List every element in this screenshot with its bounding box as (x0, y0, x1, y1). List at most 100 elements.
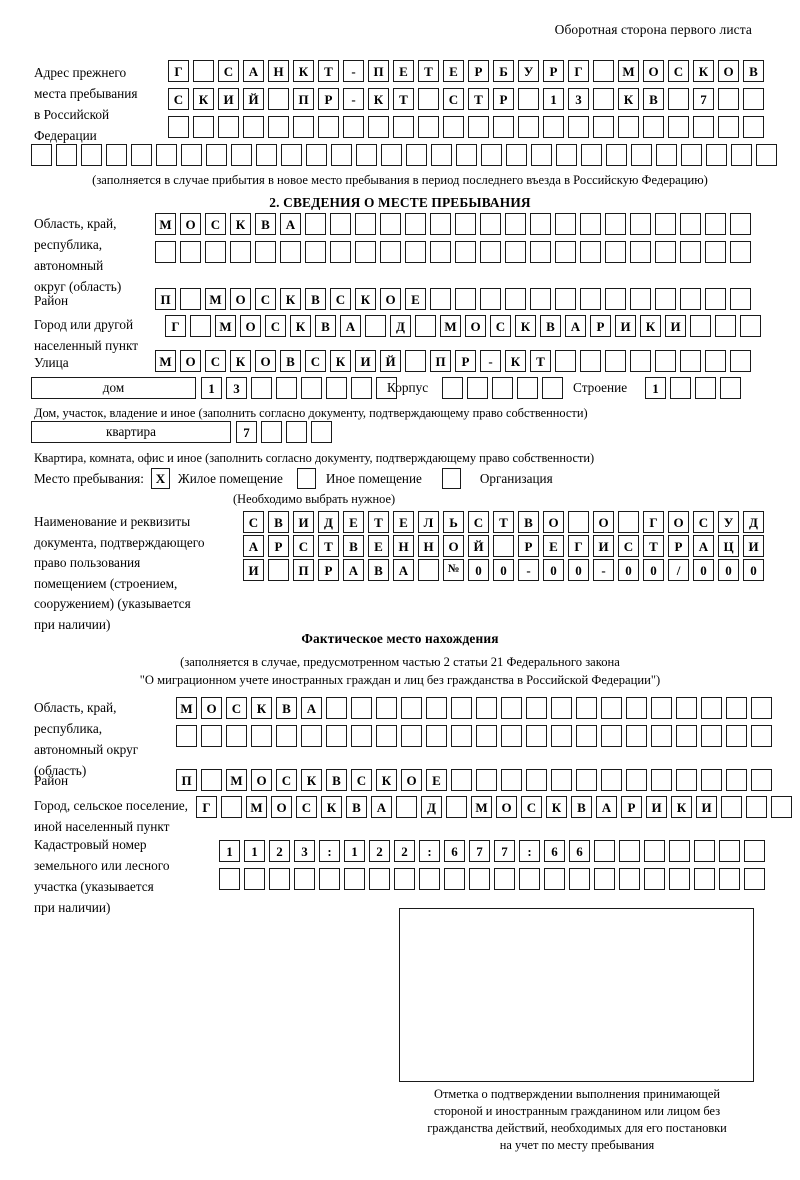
checkbox-zhiloe[interactable]: X (150, 468, 170, 489)
actual-region-r1-cell-11[interactable] (426, 697, 447, 719)
street-cell-11[interactable] (405, 350, 426, 372)
prev-address-r1-cell-17[interactable]: Г (568, 60, 589, 82)
actual-region-r2-cell-12[interactable] (451, 725, 472, 747)
prev-address-r4-cell-13[interactable] (331, 144, 352, 166)
document-r2-cell-17[interactable]: Т (643, 535, 664, 557)
region-r2-cell-21[interactable] (655, 241, 676, 263)
prev-address-r1-cell-2[interactable] (193, 60, 214, 82)
document-r1-cell-1[interactable]: С (243, 511, 264, 533)
cadastral-r2-cell-18[interactable] (644, 868, 665, 890)
prev-address-r1-cell-15[interactable]: У (518, 60, 539, 82)
prev-address-r3-cell-7[interactable] (318, 116, 339, 138)
prev-address-r3-cell-12[interactable] (443, 116, 464, 138)
region-r2-cell-15[interactable] (505, 241, 526, 263)
region-r1-cell-7[interactable] (305, 213, 326, 235)
cadastral-r1-cell-21[interactable] (719, 840, 740, 862)
prev-address-r1-cell-4[interactable]: А (243, 60, 264, 82)
prev-address-r2-cell-20[interactable]: В (643, 88, 664, 110)
document-r2-cell-14[interactable]: Г (568, 535, 589, 557)
document-r2-cell-6[interactable]: Е (368, 535, 389, 557)
actual-region-r1-cell-4[interactable]: К (251, 697, 272, 719)
street-cell-9[interactable]: И (355, 350, 376, 372)
region-r2-cell-24[interactable] (730, 241, 751, 263)
prev-address-r4-cell-11[interactable] (281, 144, 302, 166)
actual-city-cell-17[interactable]: А (596, 796, 617, 818)
cadastral-r2-cell-9[interactable] (419, 868, 440, 890)
region-r2-cell-1[interactable] (155, 241, 176, 263)
actual-city-cell-5[interactable]: С (296, 796, 317, 818)
region-r1-cell-6[interactable]: А (280, 213, 301, 235)
district-cell-23[interactable] (705, 288, 726, 310)
prev-address-r4-cell-18[interactable] (456, 144, 477, 166)
actual-region-r2-cell-14[interactable] (501, 725, 522, 747)
district-cell-12[interactable] (430, 288, 451, 310)
prev-address-r1-cell-12[interactable]: Е (443, 60, 464, 82)
flat-cell-4[interactable] (311, 421, 332, 443)
korpus-cell-1[interactable] (442, 377, 463, 399)
prev-address-r2-cell-3[interactable]: И (218, 88, 239, 110)
document-r1-cell-8[interactable]: Л (418, 511, 439, 533)
region-r1-cell-16[interactable] (530, 213, 551, 235)
cadastral-r2-cell-21[interactable] (719, 868, 740, 890)
document-r3-cell-8[interactable] (418, 559, 439, 581)
actual-city-cell-15[interactable]: К (546, 796, 567, 818)
cadastral-r1-cell-1[interactable]: 1 (219, 840, 240, 862)
document-r1-cell-12[interactable]: В (518, 511, 539, 533)
city-cell-5[interactable]: С (265, 315, 286, 337)
actual-region-r2-cell-4[interactable] (251, 725, 272, 747)
district-cell-15[interactable] (505, 288, 526, 310)
city-cell-6[interactable]: К (290, 315, 311, 337)
document-r1-cell-17[interactable]: Г (643, 511, 664, 533)
cadastral-r1-cell-22[interactable] (744, 840, 765, 862)
region-r2-cell-19[interactable] (605, 241, 626, 263)
actual-region-r1-cell-20[interactable] (651, 697, 672, 719)
korpus-cells[interactable] (442, 377, 567, 399)
region-r2-cell-8[interactable] (330, 241, 351, 263)
document-r1-cell-3[interactable]: И (293, 511, 314, 533)
district-cell-16[interactable] (530, 288, 551, 310)
checkbox-inoe[interactable] (296, 468, 316, 489)
street-cell-21[interactable] (655, 350, 676, 372)
cadastral-r2-cell-17[interactable] (619, 868, 640, 890)
document-r2-cell-18[interactable]: Р (668, 535, 689, 557)
city-cell-2[interactable] (190, 315, 211, 337)
prev-address-r4-cell-1[interactable] (31, 144, 52, 166)
street-cell-12[interactable]: П (430, 350, 451, 372)
cadastral-r2-cell-14[interactable] (544, 868, 565, 890)
region-r2-cell-14[interactable] (480, 241, 501, 263)
document-r2-cell-5[interactable]: В (343, 535, 364, 557)
district-cell-7[interactable]: В (305, 288, 326, 310)
actual-region-r2-cell-17[interactable] (576, 725, 597, 747)
stroenie-cell-4[interactable] (720, 377, 741, 399)
document-r3-cell-1[interactable]: И (243, 559, 264, 581)
actual-region-r1-cell-15[interactable] (526, 697, 547, 719)
region-r2-cell-10[interactable] (380, 241, 401, 263)
prev-address-r1-cell-3[interactable]: С (218, 60, 239, 82)
region-r2-cell-13[interactable] (455, 241, 476, 263)
korpus-cell-3[interactable] (492, 377, 513, 399)
house-cell-6[interactable] (326, 377, 347, 399)
prev-address-r4-cell-3[interactable] (81, 144, 102, 166)
prev-address-r1-cell-23[interactable]: О (718, 60, 739, 82)
document-r1-cell-7[interactable]: Е (393, 511, 414, 533)
prev-address-r1-cell-13[interactable]: Р (468, 60, 489, 82)
house-cell-7[interactable] (351, 377, 372, 399)
house-cell-8[interactable] (376, 377, 397, 399)
district-cell-20[interactable] (630, 288, 651, 310)
region-r2-cell-2[interactable] (180, 241, 201, 263)
prev-address-r4-cell-12[interactable] (306, 144, 327, 166)
document-r3-cell-2[interactable] (268, 559, 289, 581)
prev-address-r1-cell-7[interactable]: Т (318, 60, 339, 82)
actual-region-r2-cell-1[interactable] (176, 725, 197, 747)
document-r2-cell-7[interactable]: Н (393, 535, 414, 557)
stroenie-cell-1[interactable]: 1 (645, 377, 666, 399)
actual-region-r1-cell-13[interactable] (476, 697, 497, 719)
document-r2-cell-19[interactable]: А (693, 535, 714, 557)
prev-address-r2-cell-6[interactable]: П (293, 88, 314, 110)
region-r1-cell-15[interactable] (505, 213, 526, 235)
cadastral-r1-cell-12[interactable]: 7 (494, 840, 515, 862)
